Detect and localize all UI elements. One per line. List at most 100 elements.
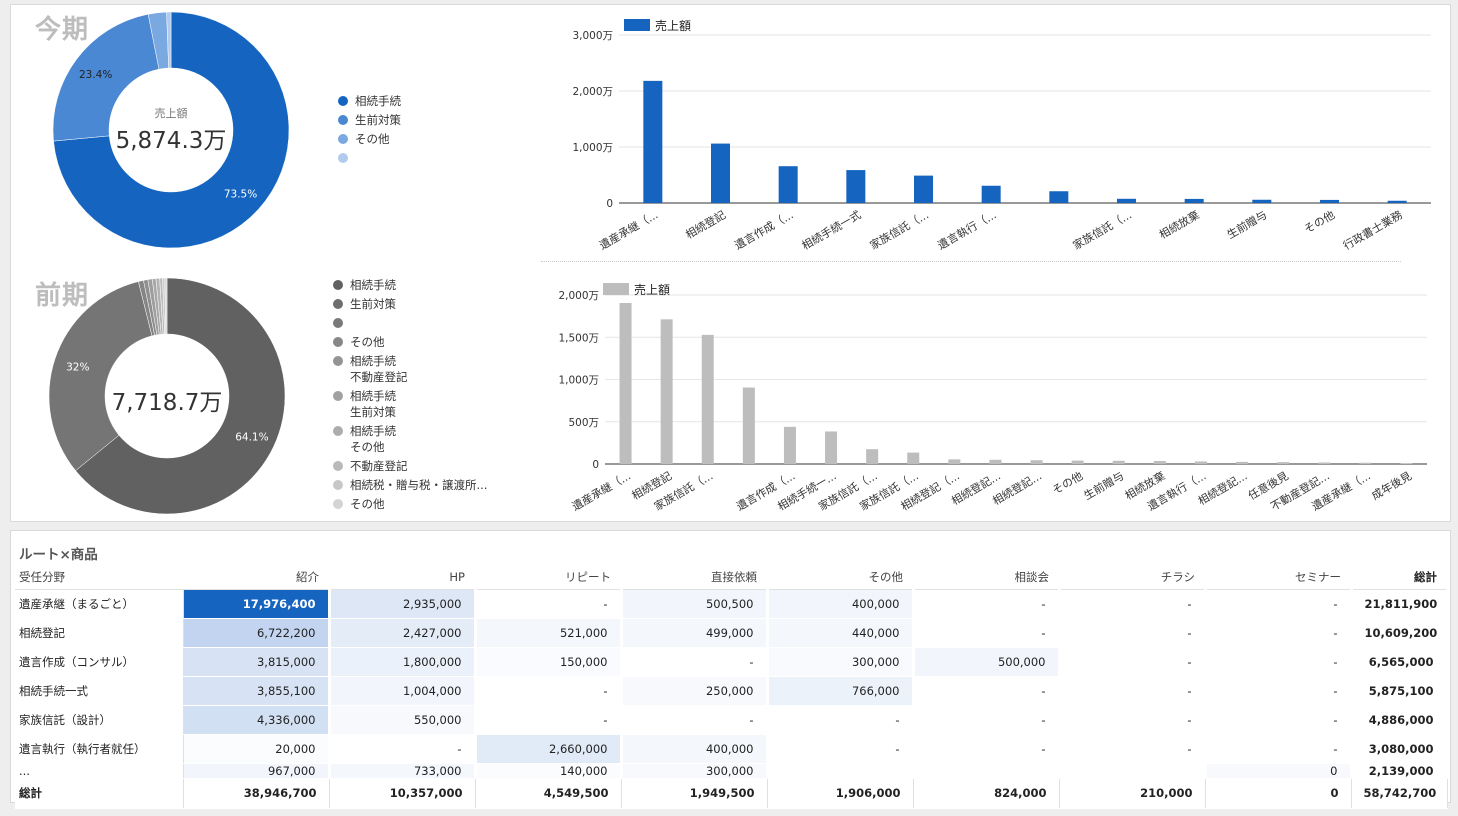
legend-dot-icon [333, 299, 343, 309]
column-header-9[interactable]: 総計 [1351, 565, 1447, 590]
current-bar-bar-8[interactable] [1184, 198, 1204, 203]
previous-bar-bar-5[interactable] [825, 431, 838, 464]
table-row[interactable]: 相続手続一式 3,855,100 1,004,000-250,000 766,000-… [15, 676, 1449, 706]
table-cell: - [1205, 589, 1353, 619]
previous-bar-bar-3[interactable] [742, 387, 755, 464]
column-header-4[interactable]: 直接依頼 [621, 565, 767, 590]
previous-legend-item-9[interactable]: その他 [333, 496, 487, 512]
previous-bar-bar-7[interactable] [907, 452, 920, 464]
previous-legend-item-8[interactable]: 相続税・贈与税・譲渡所... [333, 477, 487, 493]
previous-donut-slice-0[interactable] [75, 277, 286, 515]
current-bar-bar-4[interactable] [914, 175, 933, 203]
table-row[interactable]: 遺産承継（まるごと） 17,976,400 2,935,000-500,500 400… [15, 589, 1449, 619]
previous-bar-bar-8[interactable] [948, 459, 961, 464]
table-row[interactable]: 家族信託（設計） 4,336,000 550,000- - - - - -4,886,000 [15, 705, 1449, 735]
current-bar-bar-1[interactable] [711, 143, 730, 203]
previous-bar-bar-10[interactable] [1030, 460, 1043, 464]
previous-legend-item-1[interactable]: 生前対策 [333, 296, 487, 312]
table-cell: 2,427,000 [329, 618, 477, 648]
column-header-8[interactable]: セミナー [1205, 565, 1351, 590]
previous-bar-xtick-11: その他 [1050, 469, 1085, 497]
current-bar-bar-2[interactable] [778, 166, 798, 203]
column-header-3[interactable]: リピート [475, 565, 621, 590]
previous-donut-chart[interactable]: 64.1% 32% [47, 276, 287, 516]
current-legend-item-1[interactable]: 生前対策 [338, 112, 401, 128]
previous-bar-bar-0[interactable] [619, 303, 632, 464]
previous-bar-bar-12[interactable] [1112, 460, 1125, 464]
current-bar-xtick-2: 遺言作成（... [732, 207, 796, 252]
column-header-5[interactable]: その他 [767, 565, 913, 590]
current-donut-slice-3[interactable] [166, 11, 172, 69]
column-header-6[interactable]: 相談会 [913, 565, 1059, 590]
current-bar-bar-11[interactable] [1387, 200, 1407, 203]
previous-legend-item-6[interactable]: 相続手続 その他 [333, 423, 487, 455]
table-cell: - [913, 705, 1061, 735]
current-donut-slice-0[interactable] [53, 11, 290, 249]
table-row[interactable]: ... 967,000 733,000 140,000 300,000 0 2,139,00… [15, 763, 1449, 779]
table-row[interactable]: 遺言執行（執行者就任） 20,000-2,660,000 400,000- - - -3,… [15, 734, 1449, 764]
current-legend-item-0[interactable]: 相続手続 [338, 93, 401, 109]
previous-bar-bar-6[interactable] [866, 449, 879, 464]
table-cell: 17,976,400 [183, 589, 331, 619]
table-row[interactable]: 相続登記 6,722,200 2,427,000 521,000 499,000 440,… [15, 618, 1449, 648]
current-legend-item-3[interactable] [338, 150, 401, 166]
current-period-title: 今期 [35, 15, 90, 45]
current-bar-bar-0[interactable] [643, 80, 663, 203]
previous-bar-bar-11[interactable] [1071, 460, 1084, 464]
current-bar-bar-7[interactable] [1117, 198, 1136, 203]
current-bar-bar-6[interactable] [1049, 191, 1069, 203]
legend-label: その他 [350, 335, 385, 349]
current-bar-bar-3[interactable] [846, 170, 866, 203]
current-bar-bar-5[interactable] [981, 185, 1001, 203]
table-cell: 300,000 [621, 763, 769, 779]
previous-bar-bar-19[interactable] [1400, 463, 1413, 464]
current-bar-xtick-5: 遺言執行（... [935, 207, 999, 252]
table-cell: 0 [1205, 763, 1353, 779]
previous-legend-item-0[interactable]: 相続手続 [333, 277, 487, 293]
previous-bar-bar-14[interactable] [1194, 461, 1207, 464]
table-cell: 3,815,000 [183, 647, 331, 677]
previous-bar-ytick-4: 2,000万 [558, 290, 599, 302]
previous-bar-bar-16[interactable] [1277, 462, 1290, 464]
previous-donut-slice-9[interactable] [164, 277, 168, 335]
current-donut-chart[interactable]: 73.5% 23.4% [51, 10, 291, 250]
table-cell: - [1059, 647, 1207, 677]
previous-bar-bar-17[interactable] [1318, 462, 1331, 464]
grand-total-cell: 210,000 [1059, 777, 1206, 809]
row-name-cell: 家族信託（設計） [15, 705, 184, 735]
previous-bar-bar-13[interactable] [1153, 461, 1166, 464]
table-cell: - [1059, 676, 1207, 706]
previous-bar-bar-18[interactable] [1359, 462, 1372, 464]
previous-legend-item-3[interactable]: その他 [333, 334, 487, 350]
previous-period-title: 前期 [35, 281, 90, 311]
current-legend-item-2[interactable]: その他 [338, 131, 401, 147]
previous-legend-item-4[interactable]: 相続手続 不動産登記 [333, 353, 487, 385]
previous-bar-chart[interactable]: 0500万1,000万1,500万2,000万遺産承継（...相続登記家族信託（… [541, 273, 1441, 521]
current-donut-slice-1[interactable] [52, 13, 160, 142]
column-header-0[interactable]: 受任分野 [15, 565, 183, 590]
column-header-2[interactable]: HP [329, 565, 475, 590]
current-bar-bar-10[interactable] [1320, 199, 1339, 203]
legend-label: 相続手続 生前対策 [350, 389, 396, 419]
current-center-label: 売上額 [154, 107, 188, 120]
previous-bar-bar-9[interactable] [989, 459, 1002, 464]
previous-donut-slice-1[interactable] [48, 281, 153, 471]
previous-legend-item-5[interactable]: 相続手続 生前対策 [333, 388, 487, 420]
table-row[interactable]: 遺言作成（コンサル） 3,815,000 1,800,000 150,000-300,… [15, 647, 1449, 677]
previous-center-value: 7,718.7万 [111, 390, 223, 416]
previous-legend-item-7[interactable]: 不動産登記 [333, 458, 487, 474]
previous-bar-bar-1[interactable] [660, 319, 673, 464]
table-cell: 440,000 [767, 618, 915, 648]
current-bar-bar-9[interactable] [1252, 199, 1272, 203]
column-header-1[interactable]: 紹介 [183, 565, 329, 590]
column-header-7[interactable]: チラシ [1059, 565, 1205, 590]
previous-bar-bar-4[interactable] [783, 426, 796, 464]
table-cell: - [475, 705, 623, 735]
previous-bar-bar-2[interactable] [701, 334, 714, 464]
row-name-cell: 相続登記 [15, 618, 184, 648]
table-cell [1059, 763, 1207, 779]
previous-legend-item-2[interactable] [333, 315, 487, 331]
previous-bar-bar-15[interactable] [1236, 461, 1249, 464]
table-cell: - [1205, 676, 1353, 706]
